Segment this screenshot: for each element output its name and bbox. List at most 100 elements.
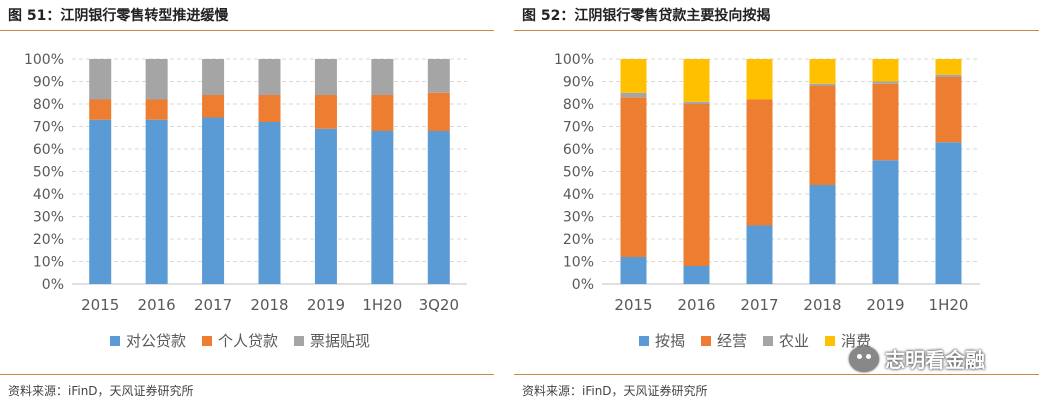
bar-segment (427, 59, 450, 93)
bar-segment (620, 97, 647, 257)
legend-item: 个人贷款 (202, 330, 278, 351)
bar-segment (683, 101, 710, 104)
y-tick-label: 10% (563, 255, 594, 271)
legend-label: 对公贷款 (126, 332, 187, 350)
legend-item: 农业 (763, 330, 809, 351)
stacked-bar-chart-retail-loan-mix: 0% 10% 20% 30% 40% 50% 60% 70% 80% 90% 100% 2015 201… (554, 52, 980, 314)
legend-label: 按揭 (655, 332, 686, 350)
x-tick-label: 1H20 (362, 296, 402, 314)
title-rule (0, 30, 494, 31)
source-note: 资料来源：iFinD，天风证券研究所 (522, 384, 708, 398)
bar-segment (314, 128, 337, 284)
bar-segment (809, 185, 836, 284)
x-tick-label: 2018 (803, 296, 841, 314)
legend-swatch (825, 335, 836, 346)
bar-segment (935, 74, 962, 77)
stacked-bar-chart-loan-structure: 0% 10% 20% 30% 40% 50% 60% 70% 80% 90% 100% 2015 201… (24, 52, 467, 314)
bar-segment (89, 59, 112, 100)
y-tick-label: 30% (33, 210, 64, 226)
bar-segment (746, 225, 773, 284)
bar-segment (683, 266, 710, 284)
chart-legend: 按揭 经营 农业 消费 (639, 330, 871, 351)
bar-segment (89, 99, 112, 120)
bar-segment (145, 119, 168, 284)
bar-segment (427, 131, 450, 284)
y-tick-label: 40% (33, 187, 64, 203)
legend-swatch (110, 335, 120, 346)
y-tick-label: 90% (563, 75, 594, 91)
bar-segment (620, 92, 647, 98)
x-tick-label: 2015 (81, 296, 119, 314)
bar-segment (872, 160, 899, 284)
legend-item: 经营 (701, 330, 747, 351)
y-tick-label: 30% (563, 210, 594, 226)
right-figure-panel: 图 52：江阴银行零售贷款主要投向按揭 0% 10% 20% 30% 40% 50% 60%… (514, 0, 1039, 407)
figure-title: 图 52：江阴银行零售贷款主要投向按揭 (522, 8, 771, 24)
bar-segment (809, 59, 836, 84)
title-rule (514, 30, 1039, 31)
y-tick-label: 100% (24, 52, 64, 68)
bar-segment (145, 99, 168, 120)
bar-segment (683, 104, 710, 266)
chart-legend: 对公贷款 个人贷款 票据贴现 (110, 330, 370, 351)
bar-segment (202, 95, 225, 118)
wechat-icon (849, 345, 879, 372)
legend-swatch (701, 335, 712, 346)
y-tick-label: 20% (563, 232, 594, 248)
source-note: 资料来源：iFinD，天风证券研究所 (8, 384, 194, 398)
y-tick-label: 40% (563, 187, 594, 203)
watermark: 志明看金融 (849, 344, 985, 373)
bar-segment (145, 59, 168, 100)
bar-segment (809, 86, 836, 185)
y-tick-label: 90% (33, 75, 64, 91)
y-tick-label: 60% (563, 142, 594, 158)
legend-item: 对公贷款 (110, 330, 186, 351)
y-tick-label: 70% (33, 120, 64, 136)
legend-swatch (639, 335, 649, 346)
bar-segment (314, 95, 337, 129)
y-tick-label: 70% (563, 120, 594, 136)
left-figure-panel: 图 51：江阴银行零售转型推进缓慢 0% 10% 20% 30% 40% 50% 60% 70… (0, 0, 494, 407)
legend-label: 个人贷款 (218, 332, 279, 350)
bar-segment (258, 59, 281, 95)
bar-segment (620, 257, 647, 284)
bar-segment (314, 59, 337, 95)
x-tick-label: 2017 (194, 296, 232, 314)
source-rule (0, 374, 494, 375)
x-tick-label: 2018 (250, 296, 288, 314)
y-tick-label: 60% (33, 142, 64, 158)
y-tick-label: 0% (42, 277, 64, 293)
bar-segment (427, 92, 450, 131)
y-tick-label: 20% (33, 232, 64, 248)
bar-segment (809, 83, 836, 86)
bar-segment (935, 142, 962, 284)
watermark-text: 志明看金融 (885, 348, 985, 372)
x-tick-label: 2015 (614, 296, 652, 314)
x-tick-label: 2019 (307, 296, 345, 314)
legend-item: 按揭 (639, 330, 685, 351)
x-tick-label: 2016 (677, 296, 715, 314)
bar-segment (935, 59, 962, 75)
legend-swatch (763, 335, 774, 346)
legend-label: 经营 (717, 332, 748, 350)
bar-segment (683, 59, 710, 102)
y-tick-label: 100% (554, 52, 594, 68)
x-tick-label: 2016 (138, 296, 176, 314)
bar-segment (872, 81, 899, 84)
x-tick-label: 3Q20 (419, 296, 459, 314)
bar-segment (202, 117, 225, 284)
bar-segment (371, 95, 394, 131)
bar-segment (872, 83, 899, 161)
legend-swatch (294, 335, 305, 346)
legend-label: 票据贴现 (310, 332, 371, 350)
y-tick-label: 10% (33, 255, 64, 271)
legend-item: 票据贴现 (294, 330, 370, 351)
x-tick-label: 1H20 (929, 296, 969, 314)
source-rule (514, 374, 1039, 375)
bar-segment (371, 59, 394, 95)
y-tick-label: 80% (33, 97, 64, 113)
legend-label: 农业 (779, 332, 810, 350)
figure-title: 图 51：江阴银行零售转型推进缓慢 (8, 8, 229, 24)
bar-segment (746, 99, 773, 226)
bar-segment (202, 59, 225, 95)
